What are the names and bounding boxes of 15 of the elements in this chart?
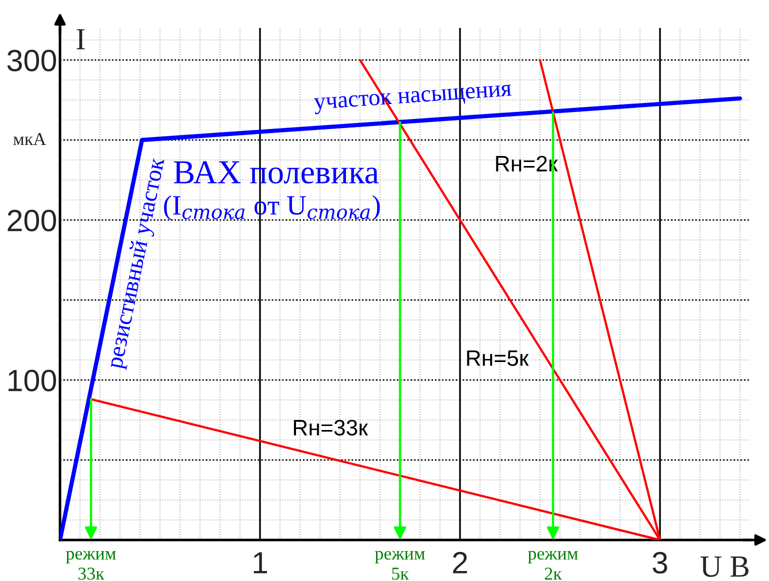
annotation: режим 5к [374, 550, 425, 580]
x-tick-label: 1 [254, 552, 268, 574]
y-axis-title: I [76, 29, 85, 50]
annotation: режим 2к [528, 550, 578, 580]
y-tick-label: 200 [8, 210, 56, 232]
x-axis-title: U В [700, 556, 749, 577]
x-tick-label: 3 [652, 552, 668, 574]
annotation: режим 33к [66, 550, 116, 580]
series-label: Rн=33к [294, 420, 368, 436]
y-tick-label: 100 [8, 370, 56, 392]
text: мкА [13, 133, 46, 145]
y-tick-label: 300 [7, 50, 56, 72]
annotation: участок насыщения [314, 84, 512, 114]
x-tick-label: 2 [453, 552, 467, 574]
series-label: Rн=5к [467, 350, 529, 366]
